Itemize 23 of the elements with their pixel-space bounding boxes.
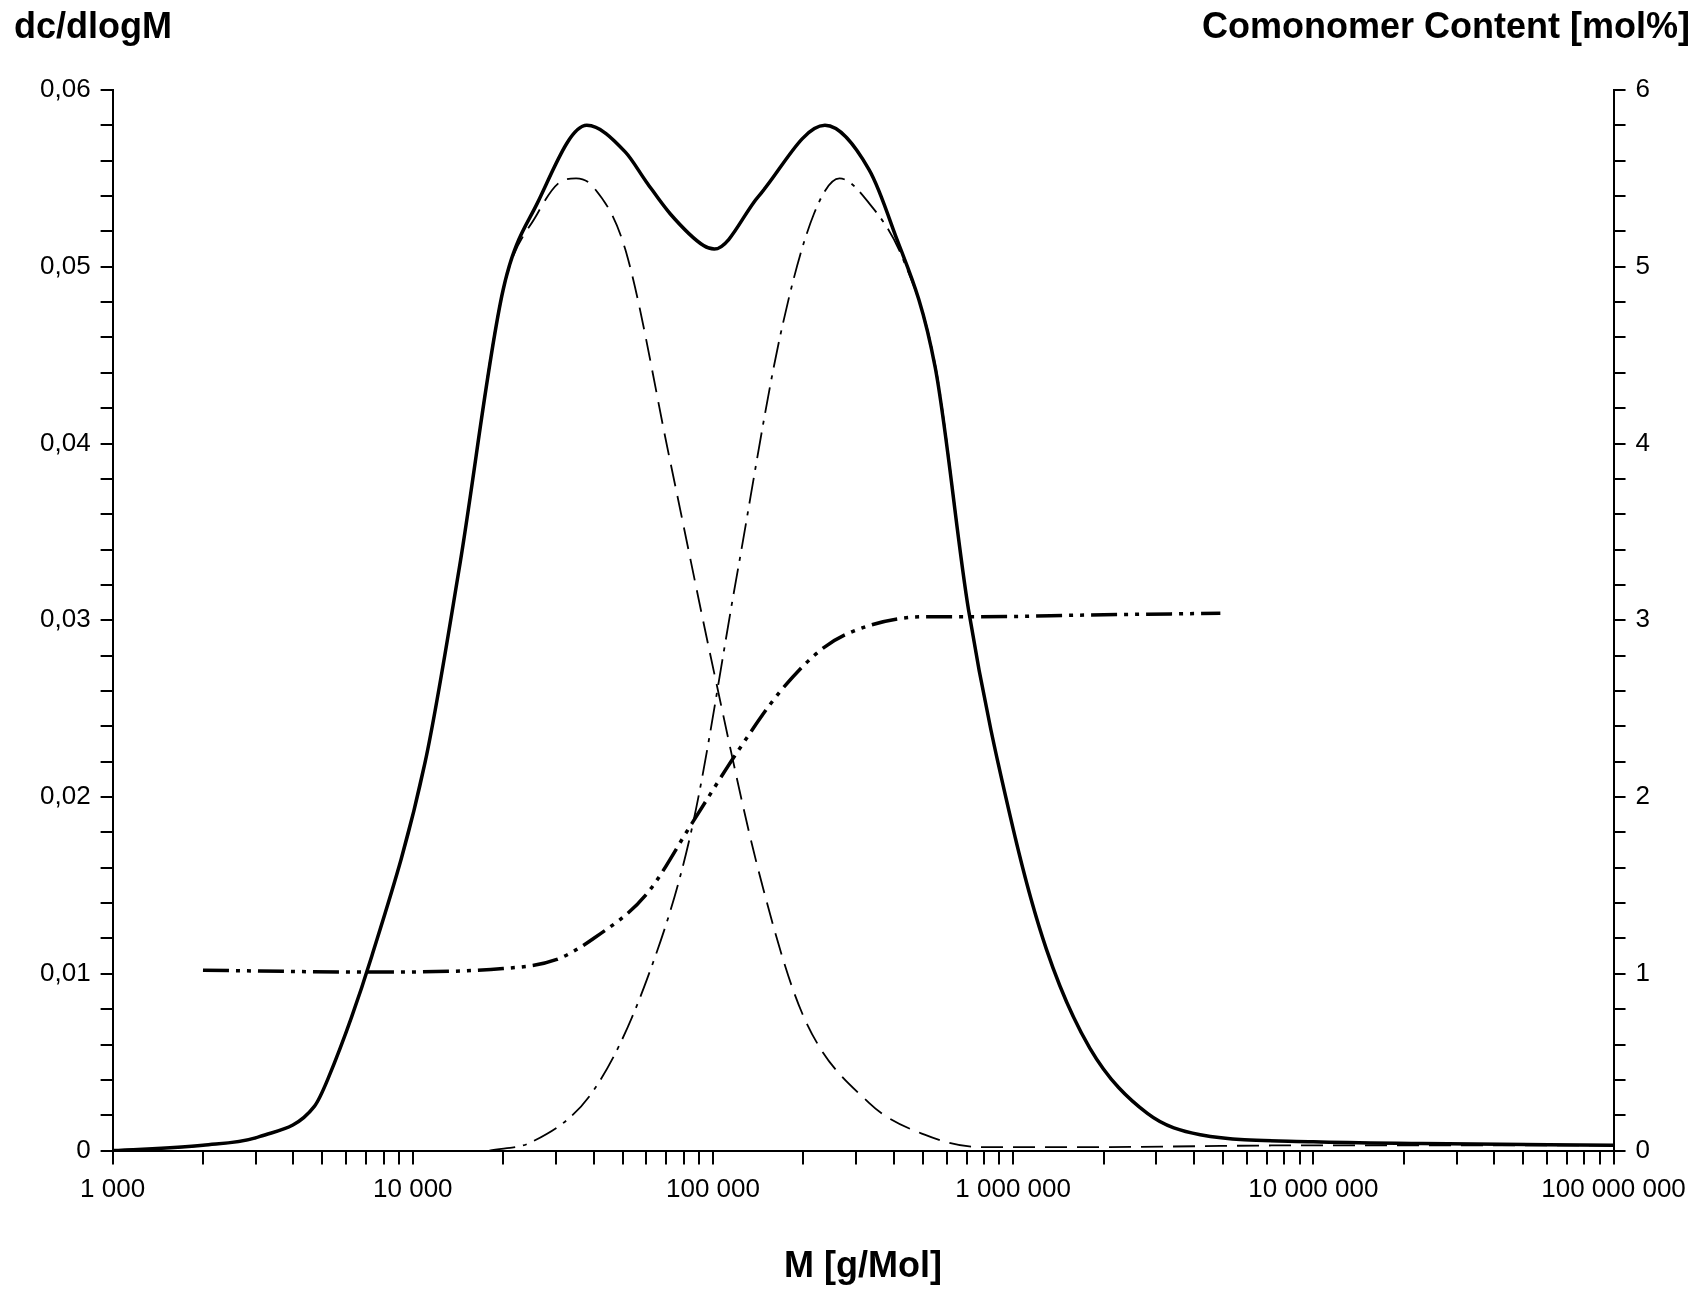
y-axis-title: dc/dlogM	[14, 4, 172, 46]
y2-tick-label: 3	[1635, 603, 1651, 634]
y2-axis-title: Comonomer Content [mol%]	[1202, 4, 1690, 46]
x-tick-label: 10 000	[373, 1173, 453, 1204]
x-axis-title: M [g/Mol]	[784, 1244, 943, 1286]
y2-tick-label: 0	[1635, 1133, 1651, 1164]
y2-tick-label: 2	[1635, 780, 1651, 811]
y2-tick-label: 1	[1635, 957, 1651, 988]
x-tick-label: 1 000	[80, 1173, 146, 1204]
y-tick-label: 0,01	[39, 957, 91, 988]
y-tick-label: 0,03	[39, 603, 91, 634]
y-tick-label: 0,04	[39, 426, 91, 457]
x-tick-label: 100 000 000	[1541, 1173, 1686, 1204]
y-tick-label: 0,06	[39, 73, 91, 104]
x-tick-label: 1 000 000	[955, 1173, 1071, 1204]
y-tick-label: 0	[76, 1133, 91, 1164]
y2-tick-label: 4	[1635, 426, 1651, 457]
x-tick-label: 10 000 000	[1248, 1173, 1379, 1204]
y-tick-label: 0,02	[39, 780, 91, 811]
x-tick-label: 100 000	[665, 1173, 760, 1204]
y2-tick-label: 5	[1635, 249, 1651, 280]
y-tick-label: 0,05	[39, 249, 91, 280]
y2-tick-label: 6	[1635, 73, 1651, 104]
